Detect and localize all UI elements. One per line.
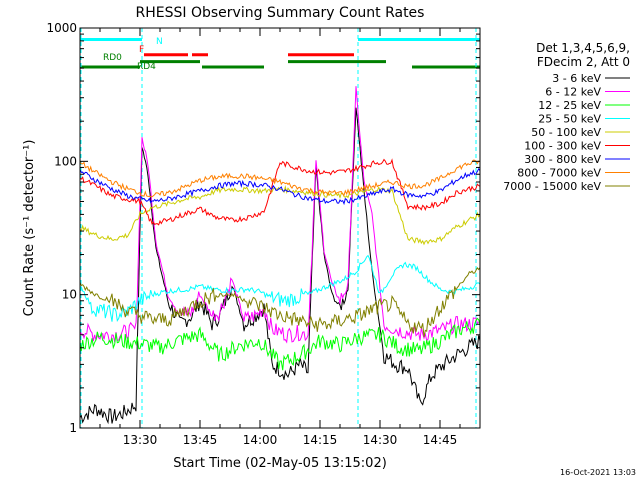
x-axis-label: Start Time (02-May-05 13:15:02) xyxy=(173,456,387,471)
flag-bars xyxy=(80,37,480,69)
y-tick-label: 1000 xyxy=(46,21,77,35)
x-tick-label: 13:30 xyxy=(123,433,158,447)
series-line-7 xyxy=(79,159,481,198)
x-tick-label: 14:00 xyxy=(243,433,278,447)
legend-header-line-1: Det 1,3,4,5,6,9, xyxy=(536,41,630,55)
y-tick-label: 1 xyxy=(69,421,77,435)
legend-label: 12 - 25 keV xyxy=(538,99,601,112)
flag-label-n: N xyxy=(156,37,163,47)
legend-label: 50 - 100 keV xyxy=(531,126,601,139)
series-line-2 xyxy=(79,317,481,371)
legend-label: 3 - 6 keV xyxy=(552,72,601,85)
flag-label-rd4: RD4 xyxy=(137,62,156,72)
series-line-1 xyxy=(79,86,481,344)
series-line-6 xyxy=(79,167,481,206)
y-tick-label: 100 xyxy=(54,154,77,168)
legend-label: 100 - 300 keV xyxy=(524,140,601,153)
series-line-3 xyxy=(79,254,481,322)
chart-title: RHESSI Observing Summary Count Rates xyxy=(136,5,425,21)
legend-label: 25 - 50 keV xyxy=(538,113,601,126)
legend-header-line-2: FDecim 2, Att 0 xyxy=(537,55,630,69)
timestamp: 16-Oct-2021 13:03 xyxy=(560,468,636,477)
y-axis-ticks: 1 10 100 1000 xyxy=(46,21,480,435)
y-axis-label: Count Rate (s⁻¹ detector⁻¹) xyxy=(22,140,37,317)
x-axis-ticks: 13:30 13:45 14:00 14:15 14:30 14:45 xyxy=(79,28,481,447)
legend-label: 300 - 800 keV xyxy=(524,153,601,166)
flag-label-f: F xyxy=(139,45,144,55)
series-lines xyxy=(79,86,481,425)
x-tick-label: 14:45 xyxy=(423,433,458,447)
night-saa-boundaries xyxy=(80,28,477,428)
series-line-0 xyxy=(79,107,481,425)
legend-label: 800 - 7000 keV xyxy=(517,167,601,180)
legend-label: 6 - 12 keV xyxy=(545,86,601,99)
y-tick-label: 10 xyxy=(62,288,77,302)
series-line-5 xyxy=(79,158,481,226)
flag-label-rd0: RD0 xyxy=(103,53,122,63)
x-tick-label: 14:30 xyxy=(363,433,398,447)
x-tick-label: 14:15 xyxy=(303,433,338,447)
x-tick-label: 13:45 xyxy=(183,433,218,447)
legend-label: 7000 - 15000 keV xyxy=(503,180,601,193)
series-line-8 xyxy=(79,267,481,338)
